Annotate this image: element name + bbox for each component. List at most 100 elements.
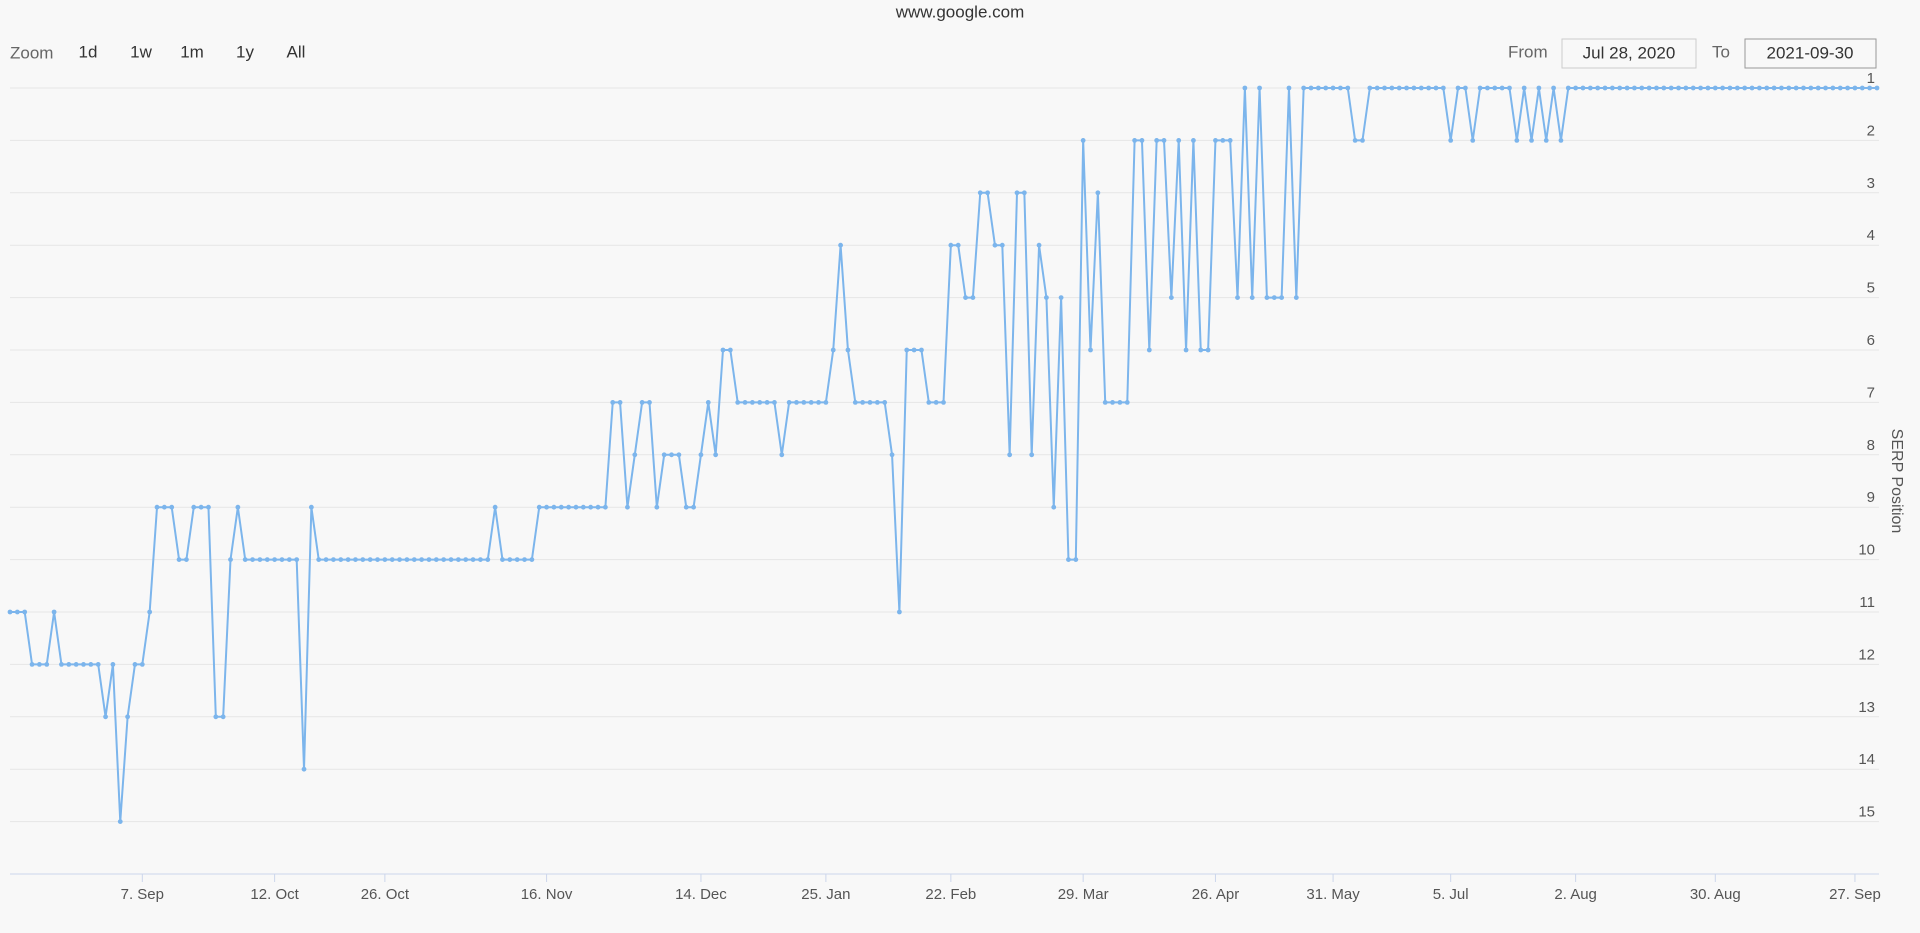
zoom-button[interactable]: 1y (236, 42, 254, 61)
data-point (1587, 85, 1593, 91)
data-point (1580, 85, 1586, 91)
data-point (125, 714, 131, 720)
data-point (1624, 85, 1630, 91)
data-point (985, 190, 991, 196)
from-input[interactable] (1561, 38, 1697, 69)
data-point (558, 504, 564, 510)
data-point (1338, 85, 1343, 91)
x-tick-label: 26. Apr (1192, 886, 1240, 903)
data-point (1168, 295, 1174, 300)
data-point (1426, 85, 1432, 91)
data-point (338, 557, 344, 562)
data-point (1514, 138, 1520, 143)
to-input[interactable] (1744, 38, 1877, 69)
x-tick-label: 29. Mar (1058, 886, 1109, 903)
data-point (455, 557, 461, 562)
data-point (301, 766, 307, 772)
zoom-button[interactable]: 1m (180, 42, 204, 61)
data-point (147, 609, 153, 615)
data-point (463, 557, 469, 562)
data-point (404, 557, 410, 562)
data-point (279, 557, 285, 562)
data-point (1448, 138, 1454, 143)
data-point (1257, 85, 1262, 91)
data-point (154, 504, 160, 510)
data-point (308, 504, 314, 510)
data-point (206, 504, 211, 510)
y-tick-label: 5 (1867, 280, 1875, 297)
y-axis-title: SERP Position (1888, 429, 1905, 534)
data-point (59, 662, 64, 667)
data-point (977, 190, 983, 196)
data-point (1536, 85, 1542, 91)
data-point (852, 400, 858, 405)
data-point (1227, 138, 1233, 143)
data-point (485, 557, 491, 562)
data-point (647, 400, 652, 405)
data-point (1734, 85, 1740, 91)
y-tick-label: 8 (1867, 437, 1875, 454)
data-point (1433, 85, 1439, 91)
data-point (478, 557, 483, 562)
zoom-button[interactable]: All (287, 42, 306, 61)
y-tick-label: 15 (1858, 804, 1875, 821)
data-point (66, 662, 72, 667)
data-point (1477, 85, 1483, 91)
data-point (742, 400, 748, 405)
data-point (522, 557, 527, 562)
data-point (1051, 504, 1057, 510)
data-point (95, 662, 101, 667)
data-point (1499, 85, 1505, 91)
data-point (1058, 295, 1064, 300)
data-point (786, 400, 792, 405)
data-point (250, 557, 255, 562)
data-point (941, 400, 946, 405)
data-point (1411, 85, 1417, 91)
data-point (228, 557, 233, 562)
x-tick-label: 31. May (1306, 886, 1360, 903)
zoom-button[interactable]: 1d (79, 42, 98, 61)
data-point (727, 347, 733, 353)
data-point (411, 557, 417, 562)
data-point (213, 714, 219, 720)
data-point (999, 242, 1005, 248)
data-point (1683, 85, 1689, 91)
data-point (772, 400, 777, 405)
data-point (139, 662, 145, 667)
data-point (926, 400, 932, 405)
data-point (1066, 557, 1071, 562)
data-point (29, 662, 35, 667)
data-point (955, 242, 961, 248)
data-point (1852, 85, 1858, 91)
data-point (1455, 85, 1461, 91)
data-point (1470, 138, 1476, 143)
data-point (830, 347, 836, 353)
data-point (1249, 295, 1255, 300)
data-point (1749, 85, 1755, 91)
data-point (1264, 295, 1270, 300)
data-point (184, 557, 189, 562)
x-tick-label: 2. Aug (1554, 886, 1597, 903)
data-point (874, 400, 880, 405)
data-point (448, 557, 454, 562)
y-tick-label: 2 (1867, 122, 1875, 139)
data-point (1712, 85, 1718, 91)
data-point (882, 400, 888, 405)
data-point (331, 557, 336, 562)
x-tick-label: 27. Sep (1829, 886, 1881, 903)
to-label: To (1712, 42, 1730, 61)
data-point (1815, 85, 1821, 91)
data-point (551, 504, 557, 510)
data-point (1191, 138, 1196, 143)
data-point (1029, 452, 1035, 458)
zoom-button[interactable]: 1w (130, 42, 152, 61)
data-point (507, 557, 513, 562)
data-point (176, 557, 182, 562)
data-point (1632, 85, 1637, 91)
data-point (654, 504, 660, 510)
data-point (389, 557, 395, 562)
data-point (1139, 138, 1145, 143)
data-point (823, 400, 829, 405)
from-value: Jul 28, 2020 (1583, 43, 1676, 62)
